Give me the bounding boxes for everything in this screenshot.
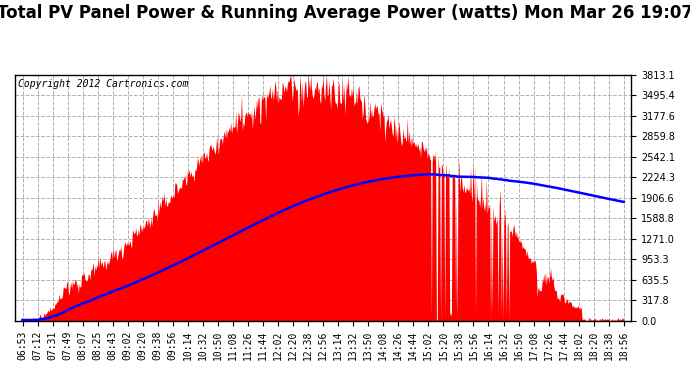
Text: Total PV Panel Power & Running Average Power (watts) Mon Mar 26 19:07: Total PV Panel Power & Running Average P… bbox=[0, 4, 690, 22]
Text: Copyright 2012 Cartronics.com: Copyright 2012 Cartronics.com bbox=[18, 80, 188, 89]
